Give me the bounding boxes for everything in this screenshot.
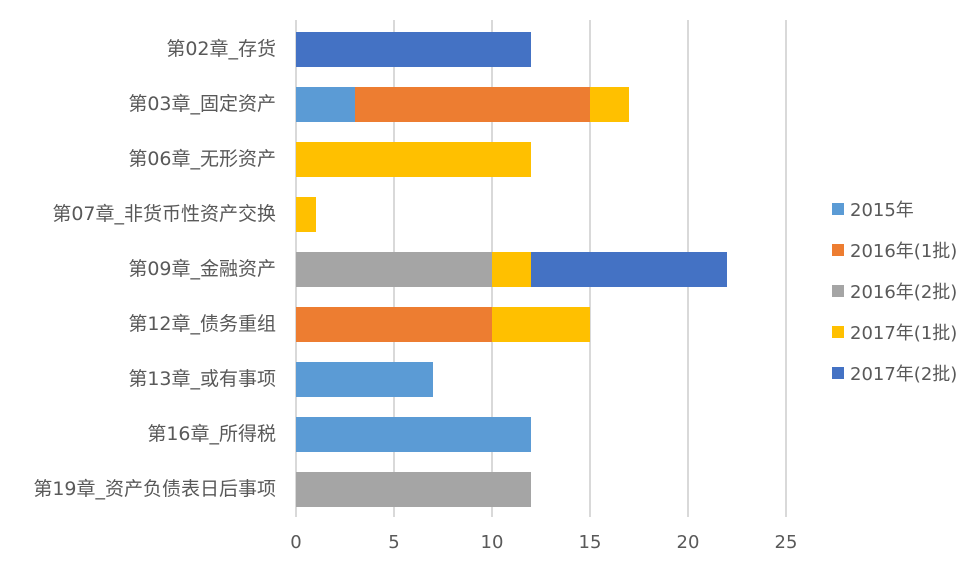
bar-segment[interactable] xyxy=(296,87,355,122)
bar-row xyxy=(296,362,434,397)
legend-label: 2017年(1批) xyxy=(850,322,958,344)
bar-segment[interactable] xyxy=(296,307,492,342)
bar-row xyxy=(296,32,532,67)
legend: 2015年 2016年(1批) 2016年(2批) 2017年(1批) 2017年(2批… xyxy=(832,188,957,393)
x-tick-label: 5 xyxy=(388,532,400,553)
legend-item[interactable]: 2017年(1批) xyxy=(832,311,957,352)
category-label: 第12章_债务重组 xyxy=(128,313,276,335)
category-label: 第03章_固定资产 xyxy=(128,93,276,115)
bar-segment[interactable] xyxy=(354,87,590,122)
bar-segment[interactable] xyxy=(589,87,630,122)
gridline xyxy=(785,20,787,517)
category-label: 第19章_资产负债表日后事项 xyxy=(33,478,276,500)
x-tick-label: 10 xyxy=(480,532,504,553)
legend-label: 2017年(2批) xyxy=(850,363,958,385)
legend-label: 2015年 xyxy=(850,199,914,221)
bar-segment[interactable] xyxy=(296,142,532,177)
bar-row xyxy=(296,417,532,452)
bar-segment[interactable] xyxy=(296,197,316,232)
bar-row xyxy=(296,252,728,287)
legend-label: 2016年(1批) xyxy=(850,240,958,262)
legend-swatch-icon xyxy=(832,366,844,379)
bar-segment[interactable] xyxy=(296,32,532,67)
legend-swatch-icon xyxy=(832,202,844,215)
bar-segment[interactable] xyxy=(492,307,590,342)
legend-swatch-icon xyxy=(832,284,844,297)
legend-item[interactable]: 2016年(2批) xyxy=(832,270,957,311)
bar-row xyxy=(296,197,316,232)
category-label: 第13章_或有事项 xyxy=(128,368,276,390)
bar-row xyxy=(296,142,532,177)
bar-row xyxy=(296,472,532,507)
legend-swatch-icon xyxy=(832,325,844,338)
bar-segment[interactable] xyxy=(296,252,492,287)
bar-segment[interactable] xyxy=(492,252,532,287)
x-tick-label: 25 xyxy=(774,532,798,553)
x-tick-label: 15 xyxy=(578,532,602,553)
bar-row xyxy=(296,307,590,342)
category-label: 第16章_所得税 xyxy=(147,423,276,445)
bar-segment[interactable] xyxy=(531,252,728,287)
bar-segment[interactable] xyxy=(296,417,532,452)
bar-row xyxy=(296,87,630,122)
category-label: 第07章_非货币性资产交换 xyxy=(52,203,276,225)
bar-segment[interactable] xyxy=(296,362,434,397)
legend-label: 2016年(2批) xyxy=(850,281,958,303)
category-label: 第06章_无形资产 xyxy=(128,148,276,170)
legend-item[interactable]: 2016年(1批) xyxy=(832,229,957,270)
legend-item[interactable]: 2017年(2批) xyxy=(832,352,957,393)
legend-item[interactable]: 2015年 xyxy=(832,188,957,229)
legend-swatch-icon xyxy=(832,243,844,256)
x-tick-label: 20 xyxy=(676,532,700,553)
x-tick-label: 0 xyxy=(290,532,302,553)
bar-segment[interactable] xyxy=(296,472,532,507)
category-label: 第02章_存货 xyxy=(166,38,276,60)
category-label: 第09章_金融资产 xyxy=(128,258,276,280)
